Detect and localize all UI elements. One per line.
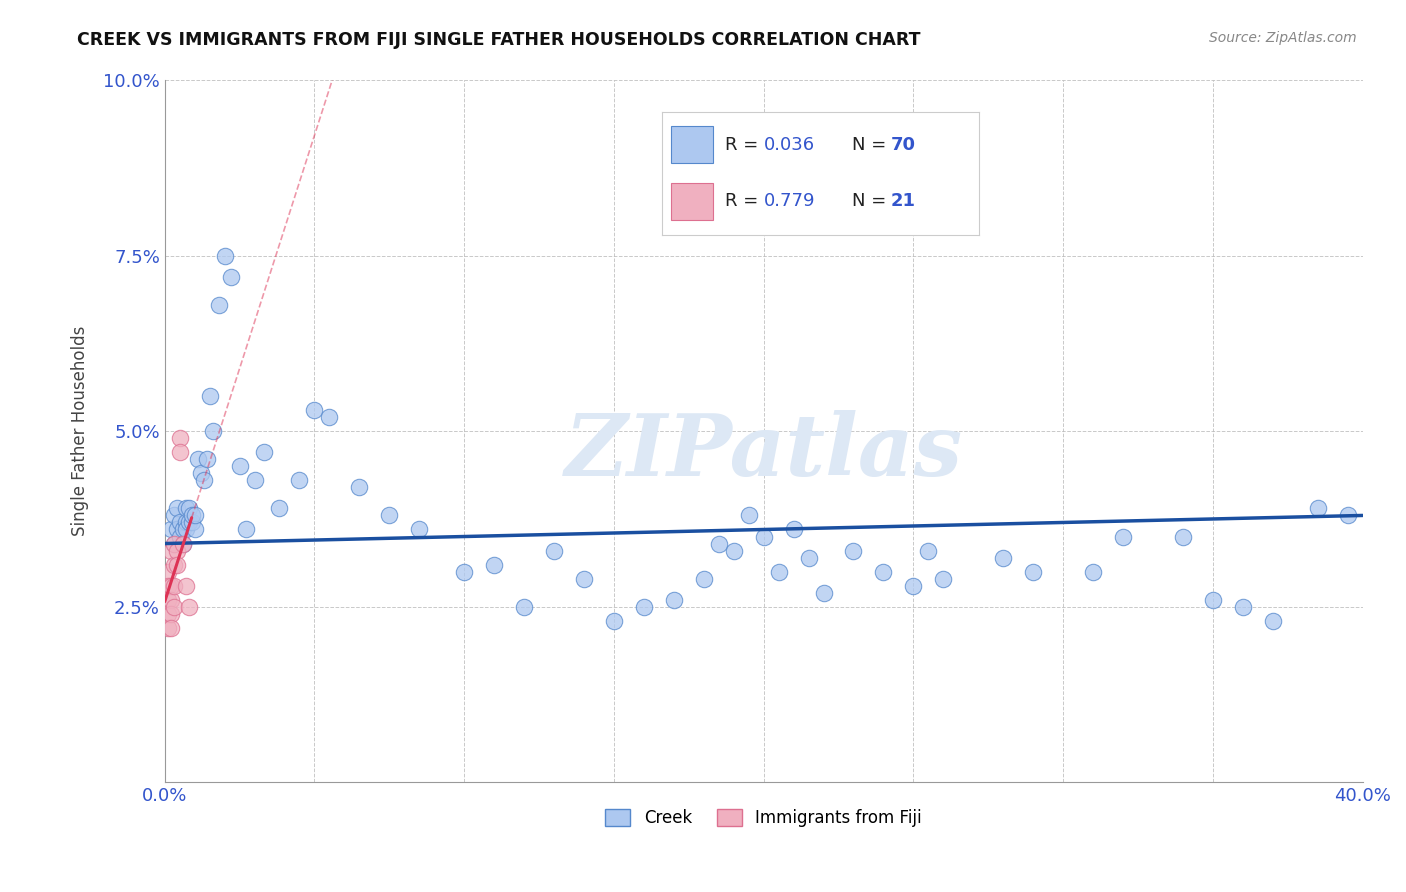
Point [177, 501, 200, 516]
Point [903, 579, 925, 593]
Point [318, 410, 340, 425]
Point [513, 599, 536, 614]
Point [166, 501, 188, 516]
Point [159, 579, 181, 593]
Point [156, 607, 179, 621]
Point [166, 558, 188, 572]
Point [172, 536, 194, 550]
Point [243, 473, 266, 487]
Point [1112, 529, 1135, 543]
Point [219, 269, 242, 284]
Point [288, 473, 311, 487]
Point [304, 403, 326, 417]
Point [163, 579, 186, 593]
Point [163, 558, 186, 572]
Point [169, 516, 191, 530]
Point [163, 536, 186, 550]
Point [174, 579, 197, 593]
Point [172, 536, 194, 550]
Point [166, 523, 188, 537]
Y-axis label: Single Father Households: Single Father Households [72, 326, 89, 536]
Point [1081, 565, 1104, 579]
Text: CREEK VS IMMIGRANTS FROM FIJI SINGLE FATHER HOUSEHOLDS CORRELATION CHART: CREEK VS IMMIGRANTS FROM FIJI SINGLE FAT… [77, 31, 921, 49]
Legend: Creek, Immigrants from Fiji: Creek, Immigrants from Fiji [599, 802, 928, 834]
Point [1171, 529, 1194, 543]
Point [198, 389, 221, 403]
Point [1202, 592, 1225, 607]
Point [156, 579, 179, 593]
Point [174, 523, 197, 537]
Point [813, 585, 835, 599]
Point [156, 565, 179, 579]
Point [183, 523, 205, 537]
Point [177, 516, 200, 530]
Point [693, 572, 716, 586]
Point [169, 431, 191, 445]
Point [453, 565, 475, 579]
Point [782, 523, 804, 537]
Point [156, 592, 179, 607]
Point [633, 599, 655, 614]
Point [1336, 508, 1358, 523]
Point [842, 543, 865, 558]
Point [228, 459, 250, 474]
Text: Source: ZipAtlas.com: Source: ZipAtlas.com [1209, 31, 1357, 45]
Point [1306, 501, 1329, 516]
Point [917, 543, 939, 558]
Point [163, 508, 186, 523]
Point [156, 621, 179, 635]
Point [174, 516, 197, 530]
Point [174, 501, 197, 516]
Point [166, 543, 188, 558]
Point [177, 599, 200, 614]
Point [187, 452, 209, 467]
Point [159, 523, 181, 537]
Point [214, 249, 236, 263]
Point [1261, 614, 1284, 628]
Point [195, 452, 218, 467]
Point [752, 529, 775, 543]
Point [235, 523, 257, 537]
Point [193, 473, 215, 487]
Point [169, 529, 191, 543]
Point [378, 508, 401, 523]
Point [1022, 565, 1045, 579]
Point [208, 298, 231, 312]
Text: ZIPatlas: ZIPatlas [565, 410, 963, 494]
Point [172, 523, 194, 537]
Point [932, 572, 955, 586]
Point [267, 501, 290, 516]
Point [737, 508, 759, 523]
Point [159, 592, 181, 607]
Point [993, 550, 1015, 565]
Point [169, 445, 191, 459]
Point [163, 536, 186, 550]
Point [180, 508, 202, 523]
Point [408, 523, 430, 537]
Point [662, 592, 685, 607]
Point [159, 607, 181, 621]
Point [872, 565, 894, 579]
Point [159, 621, 181, 635]
Point [572, 572, 595, 586]
Point [768, 565, 790, 579]
Point [159, 543, 181, 558]
Point [163, 599, 186, 614]
Point [797, 550, 820, 565]
Point [482, 558, 505, 572]
Point [180, 516, 202, 530]
Point [603, 614, 626, 628]
Point [349, 480, 371, 494]
Point [183, 508, 205, 523]
Point [190, 467, 212, 481]
Point [707, 536, 730, 550]
Point [723, 543, 745, 558]
Point [543, 543, 565, 558]
Point [1232, 599, 1254, 614]
Point [252, 445, 274, 459]
Point [201, 424, 224, 438]
